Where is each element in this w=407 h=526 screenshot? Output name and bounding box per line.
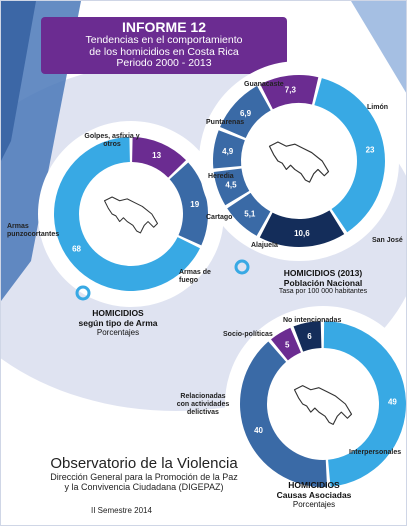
observatorio-line2: y la Convivencia Ciudadana (DIGEPAZ)	[64, 482, 224, 492]
chart2-label-limon: Limón	[367, 104, 388, 111]
chart2-label-alajuela: Alajuela	[251, 242, 278, 249]
chart1-value-label-2: 68	[72, 245, 81, 254]
observatorio-line1: Dirección General para la Promoción de l…	[50, 472, 238, 482]
chart3-slice-2	[323, 321, 406, 487]
chart1-slice-0	[132, 137, 187, 178]
semester-label: II Semestre 2014	[91, 506, 152, 515]
chart2-value-label-6: 6,9	[240, 109, 252, 118]
chart2-label-heredia: Heredia	[208, 173, 234, 180]
chart1-label-armas-punzo: Armas punzocortantes	[7, 223, 60, 238]
chart1-label-armas-fuego: Armas de fuego	[179, 269, 211, 284]
chart2-label-san-jose: San José	[372, 237, 403, 244]
chart2-value-label-1: 23	[366, 145, 375, 154]
chart2-value-label-4: 4,5	[225, 181, 237, 190]
chart2-slice-1	[314, 78, 385, 233]
ring-marker-icon-1	[234, 259, 250, 275]
top-right-accent	[351, 1, 406, 93]
chart2-subtitle: Tasa por 100 000 habitantes	[278, 288, 368, 295]
chart2-slice-2	[259, 210, 345, 247]
chart3-slice-1	[293, 321, 322, 352]
chart3-label-sociopoliticas: Socio-políticas	[223, 331, 273, 338]
left-dark-accent	[1, 1, 36, 161]
chart3-label-no-intencionadas: No intencionadas	[283, 317, 342, 324]
chart3-slice-3	[239, 341, 328, 487]
chart2-slice-5	[213, 130, 245, 169]
chart2-costa-rica-map-icon	[268, 141, 330, 183]
chart1-value-label-1: 19	[190, 200, 199, 209]
chart2-label-cartago: Cartago	[206, 214, 233, 221]
chart2-value-label-0: 7,3	[285, 86, 297, 95]
chart2-title-line1: HOMICIDIOS (2013)	[283, 268, 363, 278]
chart2-label-puntarenas: Puntarenas	[206, 119, 245, 126]
chart3-value-label-3: 40	[254, 426, 263, 435]
report-title-line-2: de los homicidios en Costa Rica	[89, 45, 239, 58]
chart3-costa-rica-map-icon	[293, 385, 353, 425]
chart1-title-line2: según tipo de Arma	[78, 317, 158, 328]
chart3-label-interpersonales: Interpersonales	[349, 449, 402, 456]
chart2-slice-3	[227, 192, 271, 236]
chart3-value-label-0: 5	[285, 340, 290, 349]
report-number: INFORME 12	[121, 19, 206, 35]
chart2-slice-6	[220, 85, 271, 139]
ring-marker-icon-0	[75, 285, 91, 301]
observatorio-block: Observatorio de la Violencia Dirección G…	[9, 455, 279, 492]
chart3-title-line2: Causas Asociadas	[276, 489, 352, 500]
observatorio-title: Observatorio de la Violencia	[50, 455, 238, 472]
chart3-value-label-1: 6	[307, 332, 312, 341]
chart3-title: HOMICIDIOS Causas Asociadas Porcentajes	[259, 480, 369, 509]
chart1-slice-2	[54, 137, 200, 292]
chart1-title: HOMICIDIOS según tipo de Arma Porcentaje…	[63, 308, 173, 337]
chart1-value-label-0: 13	[152, 151, 161, 160]
chart3-title-line1: HOMICIDIOS	[288, 480, 340, 490]
chart2-title-line2: Población Nacional	[283, 277, 363, 288]
chart2-slice-0	[260, 75, 319, 110]
report-title-box: INFORME 12 Tendencias en el comportamien…	[41, 17, 287, 74]
chart3-value-label-2: 49	[388, 397, 397, 406]
chart2-value-label-3: 5,1	[244, 210, 256, 219]
chart2-label-guanacaste: Guanacaste	[244, 81, 284, 88]
chart1-subtitle: Porcentajes	[96, 328, 140, 337]
chart2-value-label-2: 10,6	[294, 229, 310, 238]
chart1-title-line1: HOMICIDIOS	[92, 308, 144, 318]
chart2-value-label-5: 4,9	[222, 147, 234, 156]
chart1-label-golpes: Golpes, asfixia y otros	[84, 133, 140, 148]
chart1-slice-1	[169, 162, 208, 246]
report-title-line-1: Tendencias en el comportamiento	[85, 34, 243, 46]
chart3-label-relacionadas: Relacionadas con actividades delictivas	[176, 393, 230, 416]
chart3-subtitle: Porcentajes	[292, 500, 336, 509]
chart1-costa-rica-map-icon	[104, 196, 158, 234]
report-period: Periodo 2000 - 2013	[116, 57, 212, 69]
chart2-title: HOMICIDIOS (2013) Población Nacional Tas…	[263, 268, 383, 296]
chart2-slice-4	[213, 168, 250, 206]
chart3-slice-0	[270, 327, 301, 361]
